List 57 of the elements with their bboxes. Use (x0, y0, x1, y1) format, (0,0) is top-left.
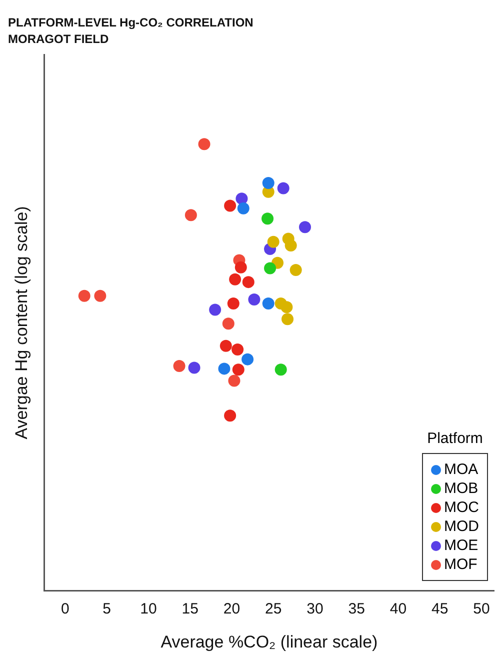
y-axis-title: Avergae Hg content (log scale) (12, 206, 31, 440)
point (248, 293, 260, 306)
x-tick-label: 20 (223, 600, 240, 618)
point (262, 212, 274, 225)
point (280, 301, 293, 314)
x-tick-label: 5 (102, 600, 112, 618)
legend-label: MOB (444, 479, 478, 498)
point (94, 290, 106, 302)
point (224, 200, 236, 212)
x-tick-label: 30 (306, 600, 324, 618)
point (218, 362, 230, 375)
point (264, 262, 276, 274)
point (237, 202, 250, 214)
x-tick-label: 35 (348, 600, 365, 618)
point (242, 353, 254, 366)
point (282, 313, 294, 326)
x-tick-label: 40 (390, 600, 407, 618)
chart-title: PLATFORM-LEVEL Hg-CO₂ CORRELATION (8, 16, 254, 30)
point (277, 182, 290, 194)
point (290, 264, 302, 276)
legend-label: MOF (444, 555, 478, 574)
x-tick-label: 50 (473, 600, 490, 618)
point (284, 239, 297, 252)
point (236, 192, 248, 205)
x-tick-label: 10 (140, 600, 157, 618)
point (274, 364, 287, 376)
point (267, 236, 280, 248)
legend-label: MOE (444, 536, 478, 555)
x-axis-title: Average %CO₂ (linear scale) (160, 632, 378, 652)
chart-subtitle: MORAGOT FIELD (8, 32, 109, 46)
point (262, 298, 274, 310)
x-tick-label: 0 (61, 600, 70, 618)
point (209, 304, 222, 316)
legend-label: MOA (444, 460, 478, 479)
point (234, 261, 247, 274)
point (224, 410, 236, 422)
point (227, 298, 240, 310)
point (173, 360, 186, 372)
point (222, 318, 234, 330)
point (220, 340, 232, 352)
point (78, 290, 90, 302)
point (188, 362, 200, 374)
point (232, 343, 244, 356)
point (229, 273, 242, 286)
point (198, 138, 210, 150)
legend-title: Platform (426, 430, 484, 447)
point (228, 374, 240, 387)
legend-label: MOD (444, 517, 479, 536)
point (262, 176, 274, 189)
legend-label: MOC (444, 498, 479, 517)
x-tick-label: 25 (265, 600, 282, 618)
x-tick-label: 45 (432, 600, 448, 618)
point (242, 276, 254, 288)
point (184, 209, 197, 222)
x-tick-label: 15 (182, 600, 198, 618)
point (298, 221, 311, 234)
point (232, 364, 244, 376)
